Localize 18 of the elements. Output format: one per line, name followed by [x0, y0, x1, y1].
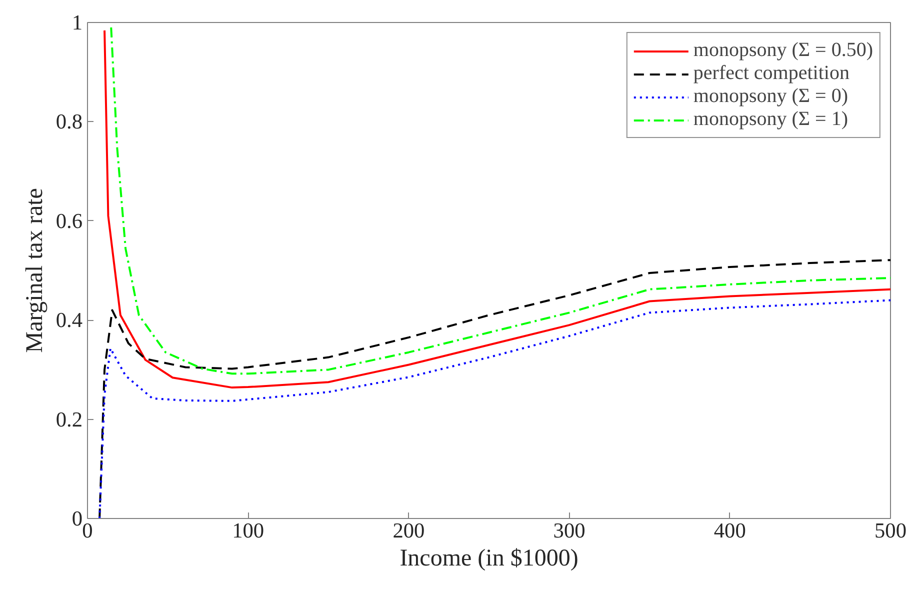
x-axis-title: Income (in $1000): [400, 546, 578, 572]
legend-label: monopsony (Σ = 0): [693, 85, 848, 108]
line-series: [98, 259, 890, 518]
x-tick-label: 400: [714, 518, 746, 542]
legend-label: monopsony (Σ = 1): [693, 108, 848, 131]
y-tick-label: 1: [72, 10, 83, 34]
line-series: [98, 299, 890, 518]
y-tick-label: 0.6: [56, 208, 83, 233]
y-tick-label: 0.2: [56, 407, 83, 432]
x-tick-label: 100: [232, 518, 264, 542]
y-tick-label: 0.8: [56, 110, 83, 134]
legend-label: perfect competition: [693, 62, 850, 85]
x-tick-label: 500: [874, 518, 907, 542]
x-tick-label: 300: [553, 518, 586, 542]
legend-label: monopsony (Σ = 0.50): [693, 39, 873, 62]
y-axis-title: Marginal tax rate: [22, 188, 48, 353]
x-tick-label: 200: [392, 518, 425, 542]
y-tick-label: 0.4: [56, 308, 83, 332]
